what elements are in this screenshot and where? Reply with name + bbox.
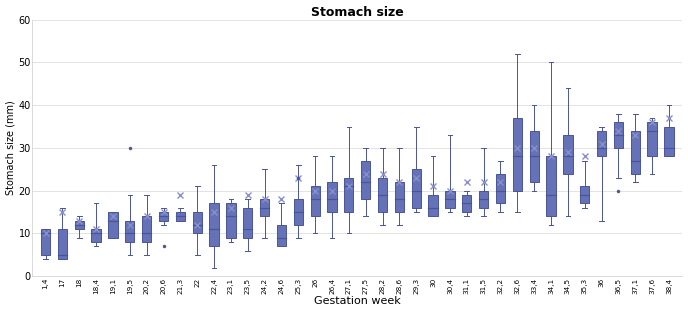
FancyBboxPatch shape xyxy=(378,178,387,212)
FancyBboxPatch shape xyxy=(614,122,623,148)
FancyBboxPatch shape xyxy=(243,208,252,238)
Title: Stomach size: Stomach size xyxy=(311,6,404,18)
FancyBboxPatch shape xyxy=(411,169,421,208)
FancyBboxPatch shape xyxy=(513,118,522,191)
FancyBboxPatch shape xyxy=(327,182,336,212)
FancyBboxPatch shape xyxy=(580,186,590,203)
FancyBboxPatch shape xyxy=(260,199,269,216)
FancyBboxPatch shape xyxy=(175,212,185,221)
X-axis label: Gestation week: Gestation week xyxy=(314,296,400,306)
Y-axis label: Stomach size (mm): Stomach size (mm) xyxy=(6,100,16,195)
FancyBboxPatch shape xyxy=(429,195,438,216)
FancyBboxPatch shape xyxy=(631,131,640,173)
FancyBboxPatch shape xyxy=(58,229,67,259)
FancyBboxPatch shape xyxy=(142,216,151,242)
FancyBboxPatch shape xyxy=(665,127,674,157)
FancyBboxPatch shape xyxy=(125,221,134,242)
FancyBboxPatch shape xyxy=(530,131,539,182)
FancyBboxPatch shape xyxy=(310,186,320,216)
FancyBboxPatch shape xyxy=(41,229,50,255)
FancyBboxPatch shape xyxy=(546,157,556,216)
FancyBboxPatch shape xyxy=(597,131,606,157)
FancyBboxPatch shape xyxy=(193,212,202,233)
FancyBboxPatch shape xyxy=(74,221,84,229)
FancyBboxPatch shape xyxy=(92,229,100,242)
FancyBboxPatch shape xyxy=(395,182,404,212)
FancyBboxPatch shape xyxy=(563,135,572,173)
FancyBboxPatch shape xyxy=(496,173,505,203)
FancyBboxPatch shape xyxy=(479,191,488,208)
FancyBboxPatch shape xyxy=(445,191,455,208)
FancyBboxPatch shape xyxy=(159,212,168,221)
FancyBboxPatch shape xyxy=(209,203,219,246)
FancyBboxPatch shape xyxy=(344,178,354,212)
FancyBboxPatch shape xyxy=(462,195,471,212)
FancyBboxPatch shape xyxy=(647,122,657,157)
FancyBboxPatch shape xyxy=(108,212,118,238)
FancyBboxPatch shape xyxy=(226,203,235,238)
FancyBboxPatch shape xyxy=(361,161,370,199)
FancyBboxPatch shape xyxy=(294,199,303,225)
FancyBboxPatch shape xyxy=(277,225,286,246)
